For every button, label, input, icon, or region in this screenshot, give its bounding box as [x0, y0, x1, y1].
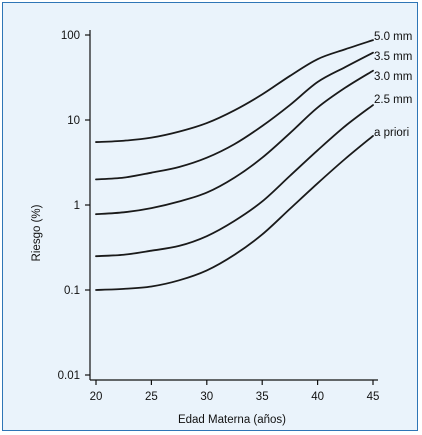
- series-line: [95, 69, 374, 216]
- series-line: [95, 51, 374, 181]
- y-tick-label: 1: [74, 200, 80, 212]
- x-tick-label: 40: [311, 391, 324, 403]
- figure-frame: [2, 2, 418, 431]
- y-tick-label: 0.1: [64, 285, 80, 297]
- x-tick-label: 30: [200, 391, 213, 403]
- y-tick-label: 10: [67, 115, 80, 127]
- series-line: [95, 104, 374, 258]
- series-line: [95, 135, 374, 291]
- y-axis-title: Riesgo (%): [31, 204, 43, 261]
- x-tick-label: 20: [90, 391, 103, 403]
- axes: 20 25 30 35 40 45 0.01 0.1 1 10 100: [58, 30, 380, 403]
- series-label: 3.0 mm: [374, 71, 412, 83]
- series-lines: [95, 39, 374, 291]
- x-tick-label: 35: [256, 391, 269, 403]
- y-tick-label: 100: [61, 30, 80, 42]
- series-label: 2.5 mm: [374, 94, 412, 106]
- series-label: 3.5 mm: [374, 51, 412, 63]
- x-tick-label: 45: [367, 391, 380, 403]
- x-tick-label: 25: [145, 391, 158, 403]
- series-label: 5.0 mm: [374, 31, 412, 43]
- series-labels: 5.0 mm 3.5 mm 3.0 mm 2.5 mm a priori: [374, 31, 412, 139]
- y-tick-label: 0.01: [58, 370, 80, 382]
- x-axis-title: Edad Materna (años): [178, 414, 286, 426]
- series-line: [95, 39, 374, 143]
- series-label: a priori: [374, 127, 409, 139]
